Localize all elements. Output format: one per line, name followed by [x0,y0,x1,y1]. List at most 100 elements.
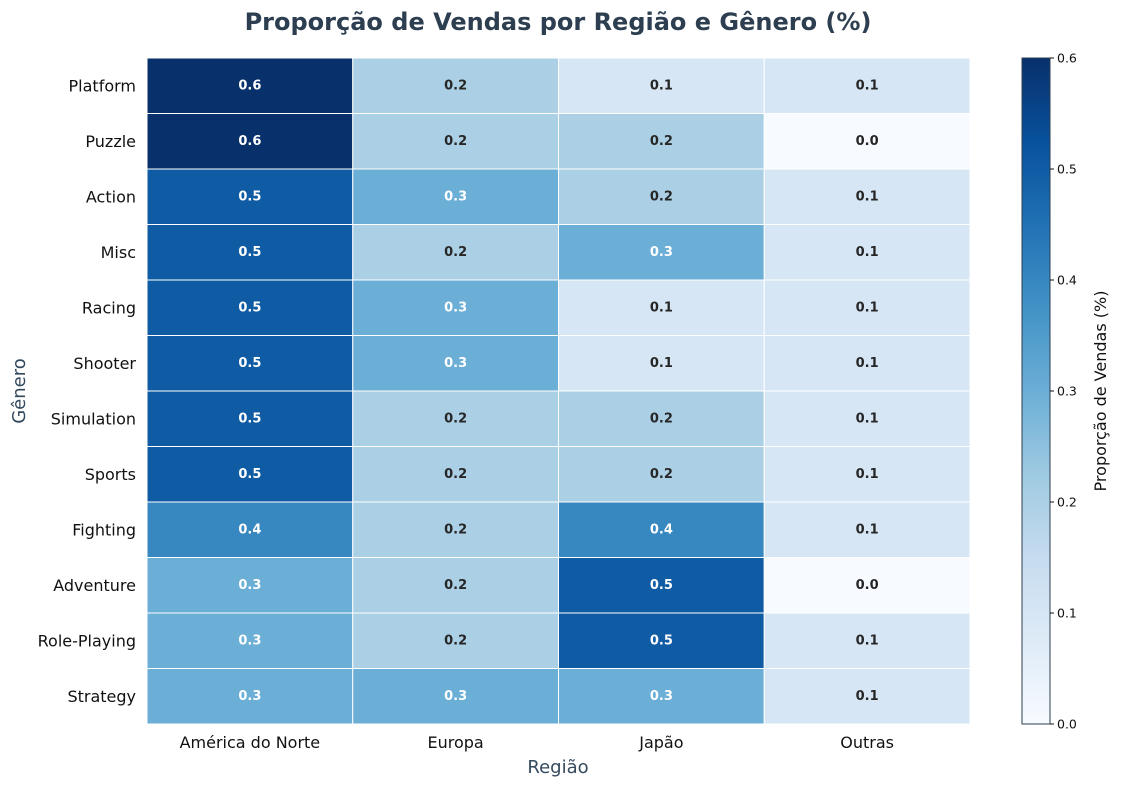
cell-value-label: 0.1 [856,467,879,482]
cell-value-label: 0.2 [444,467,467,482]
cell-value-label: 0.0 [856,134,879,149]
cell-value-label: 0.5 [650,578,673,593]
colorbar-tick-label: 0.0 [1057,717,1077,732]
y-tick-label: Strategy [67,687,136,706]
heatmap-cell-labels: 0.6 0.2 0.1 0.1 0.6 0.2 0.2 0.0 0.5 0.3 0.2 0.1 0.5 0… [238,78,878,704]
y-tick-label: Racing [82,298,136,317]
heatmap-cell [763,612,971,669]
cell-value-label: 0.2 [650,189,673,204]
colorbar-tick-label: 0.6 [1057,51,1077,66]
heatmap-cell [352,557,559,614]
y-tick-label: Role-Playing [38,631,136,650]
cell-value-label: 0.1 [856,633,879,648]
cell-value-label: 0.1 [856,689,879,704]
y-tick-label: Platform [69,76,136,95]
chart-title: Proporção de Vendas por Região e Gênero … [245,8,872,36]
y-tick-label: Puzzle [85,132,136,151]
cell-value-label: 0.5 [650,633,673,648]
cell-value-label: 0.3 [650,689,673,704]
cell-value-label: 0.2 [444,411,467,426]
heatmap-cell [558,557,765,614]
y-tick-label: Shooter [73,354,136,373]
y-tick-label: Misc [101,243,136,262]
heatmap-cell [558,224,765,281]
heatmap-cell [763,557,971,614]
heatmap-cell [763,168,971,225]
cell-value-label: 0.5 [238,300,261,315]
y-tick-label: Simulation [51,409,136,428]
heatmap-cell [558,335,765,392]
cell-value-label: 0.1 [856,356,879,371]
heatmap-cell [763,668,971,725]
cell-value-label: 0.5 [238,467,261,482]
y-axis-label: Gênero [9,358,30,424]
cell-value-label: 0.3 [238,578,261,593]
cell-value-label: 0.1 [856,78,879,93]
cell-value-label: 0.6 [238,134,261,149]
heatmap-cell [352,224,559,281]
cell-value-label: 0.1 [856,189,879,204]
heatmap-cell [146,57,354,114]
colorbar-tick-label: 0.3 [1057,384,1077,399]
heatmap-cells [146,57,971,725]
heatmap-cell [352,279,559,336]
colorbar-label: Proporção de Vendas (%) [1091,291,1110,492]
heatmap-cell [352,612,559,669]
cell-value-label: 0.4 [238,522,261,537]
heatmap-cell [146,557,354,614]
heatmap-cell [146,113,354,170]
cell-value-label: 0.1 [856,245,879,260]
x-tick-label: Japão [638,733,683,752]
heatmap-cell [146,224,354,281]
heatmap-cell [558,390,765,447]
cell-value-label: 0.3 [444,300,467,315]
heatmap-cell [558,279,765,336]
heatmap-cell [352,668,559,725]
heatmap-cell [352,113,559,170]
heatmap-cell [763,390,971,447]
heatmap-cell [558,446,765,503]
heatmap-cell [352,57,559,114]
cell-value-label: 0.2 [444,633,467,648]
cell-value-label: 0.2 [650,467,673,482]
y-tick-labels: Platform Puzzle Action Misc Racing Shooter Sim… [38,76,137,706]
cell-value-label: 0.2 [444,578,467,593]
cell-value-label: 0.4 [650,522,673,537]
x-tick-labels: América do Norte Europa Japão Outras [180,733,894,752]
cell-value-label: 0.1 [650,356,673,371]
heatmap-cell [146,668,354,725]
cell-value-label: 0.3 [444,356,467,371]
x-tick-label: Outras [840,733,894,752]
cell-value-label: 0.0 [856,578,879,593]
heatmap-cell [146,446,354,503]
heatmap-cell [146,390,354,447]
y-tick-label: Action [86,187,136,206]
heatmap-cell [763,224,971,281]
heatmap-cell [763,57,971,114]
cell-value-label: 0.5 [238,245,261,260]
colorbar-gradient [1021,57,1051,725]
colorbar-tick-label: 0.5 [1057,162,1077,177]
y-tick-label: Adventure [53,576,136,595]
cell-value-label: 0.3 [238,689,261,704]
cell-value-label: 0.5 [238,411,261,426]
heatmap-cell [763,501,971,558]
colorbar-ticks: 0.0 0.1 0.2 0.3 0.4 0.5 0.6 [1050,51,1077,732]
heatmap-cell [558,57,765,114]
heatmap-cell [763,335,971,392]
y-tick-label: Sports [85,465,136,484]
cell-value-label: 0.2 [444,245,467,260]
cell-value-label: 0.3 [444,189,467,204]
x-tick-label: Europa [428,733,484,752]
heatmap-cell [558,501,765,558]
colorbar-tick-label: 0.2 [1057,495,1077,510]
colorbar-tick-label: 0.4 [1057,273,1077,288]
x-axis-label: Região [527,757,588,778]
heatmap-cell [763,113,971,170]
heatmap-cell [146,335,354,392]
cell-value-label: 0.1 [856,411,879,426]
cell-value-label: 0.3 [650,245,673,260]
heatmap-cell [352,335,559,392]
cell-value-label: 0.3 [444,689,467,704]
